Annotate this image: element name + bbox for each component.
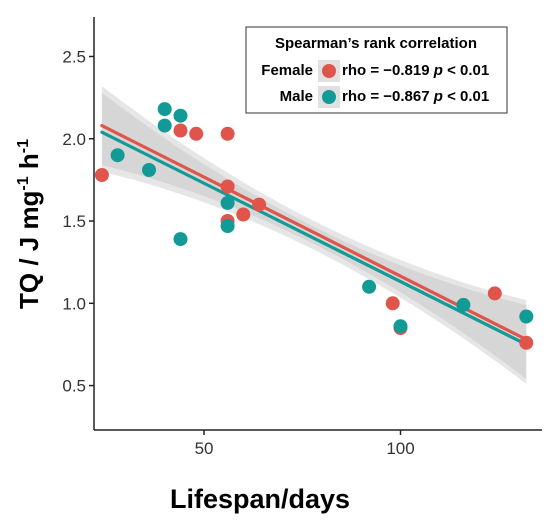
legend-pval-male: < 0.01 bbox=[443, 88, 489, 105]
fit-line-female bbox=[100, 123, 528, 342]
y-ticks: 0.5 1.0 1.5 2.0 2.5 bbox=[62, 47, 94, 396]
point-male bbox=[362, 279, 377, 294]
y-tick-label: 1.0 bbox=[62, 294, 86, 313]
x-tick-label: 50 bbox=[195, 439, 214, 458]
point-male bbox=[173, 232, 188, 247]
point-female bbox=[252, 197, 267, 212]
point-male bbox=[173, 108, 188, 123]
legend-rho-female: rho = −0.819 bbox=[342, 62, 430, 79]
point-female bbox=[94, 168, 109, 182]
point-female bbox=[173, 123, 188, 138]
point-female bbox=[385, 296, 400, 311]
point-female bbox=[220, 179, 235, 194]
point-male bbox=[142, 163, 156, 177]
y-axis-title-mid: h bbox=[14, 153, 44, 176]
legend-pval-female: < 0.01 bbox=[443, 62, 489, 79]
legend-label-male: Male bbox=[280, 88, 313, 105]
legend-marker-male bbox=[322, 90, 336, 104]
axes bbox=[93, 17, 542, 431]
legend-title: Spearman’s rank correlation bbox=[275, 35, 477, 52]
legend-p-male: p bbox=[433, 88, 443, 105]
point-female bbox=[236, 207, 251, 222]
y-axis-title: TQ / J mg-1 h-1 bbox=[14, 139, 44, 309]
legend-stat-female: rho = −0.819 p < 0.01 bbox=[342, 62, 489, 79]
point-male bbox=[157, 118, 172, 133]
legend-rho-male: rho = −0.867 bbox=[342, 88, 430, 105]
legend-stat-male: rho = −0.867 p < 0.01 bbox=[342, 88, 489, 105]
legend-p-female: p bbox=[433, 62, 443, 79]
point-female bbox=[189, 126, 204, 141]
point-male bbox=[456, 297, 471, 312]
point-male bbox=[393, 319, 408, 334]
point-male bbox=[519, 309, 534, 324]
y-tick-label: 2.0 bbox=[62, 130, 86, 149]
point-female bbox=[487, 286, 502, 301]
point-male bbox=[220, 195, 235, 210]
legend-box bbox=[245, 26, 508, 114]
fit-line-male bbox=[100, 130, 528, 347]
y-axis-title-main: TQ / J mg bbox=[14, 191, 44, 309]
fit-lines bbox=[100, 123, 528, 347]
point-female bbox=[519, 335, 534, 350]
point-female bbox=[220, 126, 235, 141]
y-tick-label: 1.5 bbox=[62, 212, 86, 231]
y-axis-title-sup2: -1 bbox=[15, 139, 32, 153]
y-tick-label: 0.5 bbox=[62, 377, 86, 396]
point-male bbox=[110, 148, 125, 163]
y-axis-title-sup1: -1 bbox=[15, 176, 32, 190]
x-tick-label: 100 bbox=[386, 439, 414, 458]
x-axis-title: Lifespan/days bbox=[170, 484, 350, 514]
y-tick-label: 2.5 bbox=[62, 47, 86, 66]
data-points bbox=[94, 102, 534, 350]
legend: Spearman’s rank correlation Female rho =… bbox=[245, 26, 508, 114]
point-male bbox=[220, 219, 235, 233]
x-ticks: 50 100 bbox=[195, 430, 415, 458]
legend-label-female: Female bbox=[261, 62, 313, 79]
legend-marker-female bbox=[322, 64, 336, 78]
point-male bbox=[157, 102, 172, 117]
